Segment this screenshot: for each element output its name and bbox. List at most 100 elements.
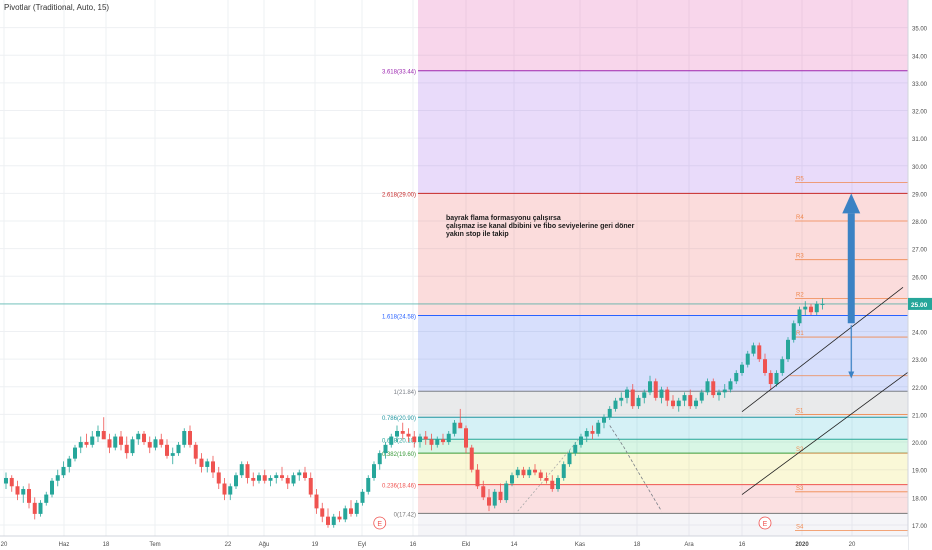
candle-body [377, 453, 382, 465]
candle-body [763, 359, 767, 373]
candle-body [176, 444, 181, 454]
x-tick-label: Kas [575, 542, 585, 548]
candle-body [354, 502, 359, 514]
x-tick-label: 20 [1, 542, 8, 548]
candle-body [27, 489, 31, 503]
candle-body [481, 486, 486, 498]
candle-body [239, 464, 244, 476]
candle-body [234, 475, 238, 487]
candle-body [665, 389, 670, 401]
channel-lower-line[interactable] [741, 367, 915, 495]
fib-label: 0.236(18.46) [382, 484, 416, 490]
candle-body [297, 472, 302, 476]
candle-body [188, 431, 192, 445]
fib-zone [418, 484, 908, 514]
x-tick-label: Tem [149, 542, 160, 548]
candle-body [349, 508, 353, 514]
candle-body [165, 444, 169, 456]
candle-body [360, 491, 365, 503]
candle-body [395, 431, 399, 437]
fib-zone [418, 453, 908, 485]
candle-body [101, 431, 106, 440]
pivot-label-R5: R5 [796, 176, 804, 182]
candle-body [676, 400, 681, 407]
pivot-label-R4: R4 [796, 215, 804, 221]
earnings-marker[interactable] [758, 516, 772, 530]
candle-body [757, 345, 762, 360]
candle-body [740, 364, 744, 373]
candle-body [303, 472, 307, 478]
y-tick-label: 30.00 [912, 165, 928, 171]
fib-label: 0(17.42) [394, 512, 416, 518]
candle-body [728, 381, 733, 390]
candle-body [515, 469, 520, 476]
candle-body [814, 303, 819, 313]
candle-body [659, 389, 664, 398]
candle-body [780, 359, 785, 373]
candle-body [21, 489, 26, 495]
candle-body [280, 475, 284, 478]
candle-body [510, 475, 514, 484]
x-tick-label: Haz [59, 542, 70, 548]
candle-body [607, 408, 612, 418]
x-tick-label: 22 [225, 542, 232, 548]
candle-body [636, 397, 641, 407]
candle-body [630, 389, 635, 407]
candle-body [642, 392, 647, 398]
candle-body [142, 433, 146, 443]
candle-body [590, 431, 595, 434]
candle-body [124, 444, 129, 454]
candle-body [786, 339, 790, 360]
y-tick-label: 32.00 [912, 110, 928, 116]
price-tag-label: 25.00 [911, 302, 928, 309]
candle-body [774, 372, 779, 385]
candle-body [159, 439, 164, 445]
candle-body [809, 306, 813, 313]
candle-body [193, 444, 198, 459]
candle-body [464, 428, 468, 448]
candle-body [487, 497, 491, 506]
candle-body [406, 433, 411, 437]
candle-body [130, 439, 135, 454]
candle-body [308, 477, 313, 495]
candle-body [78, 442, 83, 448]
y-tick-label: 27.00 [912, 248, 928, 254]
candle-body [504, 483, 509, 501]
candle-body [366, 477, 371, 492]
candle-body [423, 436, 428, 440]
candle-body [205, 461, 210, 467]
earnings-marker[interactable] [373, 516, 387, 530]
pullback-arrow-head[interactable] [848, 371, 855, 379]
earnings-marker-label: E [377, 521, 382, 528]
target-arrow-head[interactable] [842, 193, 861, 214]
candle-body [285, 477, 290, 484]
candle-body [469, 447, 474, 470]
fib-label: 3.618(33.44) [382, 70, 416, 76]
x-tick-label: Eyl [358, 542, 366, 548]
candle-body [228, 486, 233, 495]
y-tick-label: 19.00 [912, 469, 928, 475]
candle-body [320, 508, 325, 517]
candle-body [136, 433, 141, 440]
candle-body [791, 323, 796, 340]
candle-body [452, 422, 457, 434]
candle-body [262, 475, 267, 481]
candle-body [567, 453, 572, 465]
x-axis-panel [0, 536, 908, 550]
candle-body [331, 516, 336, 525]
candle-body [44, 494, 49, 503]
y-axis-panel [908, 0, 932, 550]
candle-body [498, 491, 503, 501]
y-tick-label: 17.00 [912, 524, 928, 530]
fib-label: 1(21.84) [394, 390, 416, 396]
x-tick-label: Ağu [259, 542, 270, 548]
channel-upper-line[interactable] [741, 287, 904, 412]
candle-body [579, 436, 583, 445]
candle-body [222, 483, 227, 495]
annotation-line-3: yakın stop ile takip [446, 231, 509, 238]
pivot-label-S3: S3 [796, 486, 804, 492]
candle-body [119, 436, 123, 445]
x-tick-label: 20 [849, 542, 856, 548]
candle-body [671, 400, 675, 407]
